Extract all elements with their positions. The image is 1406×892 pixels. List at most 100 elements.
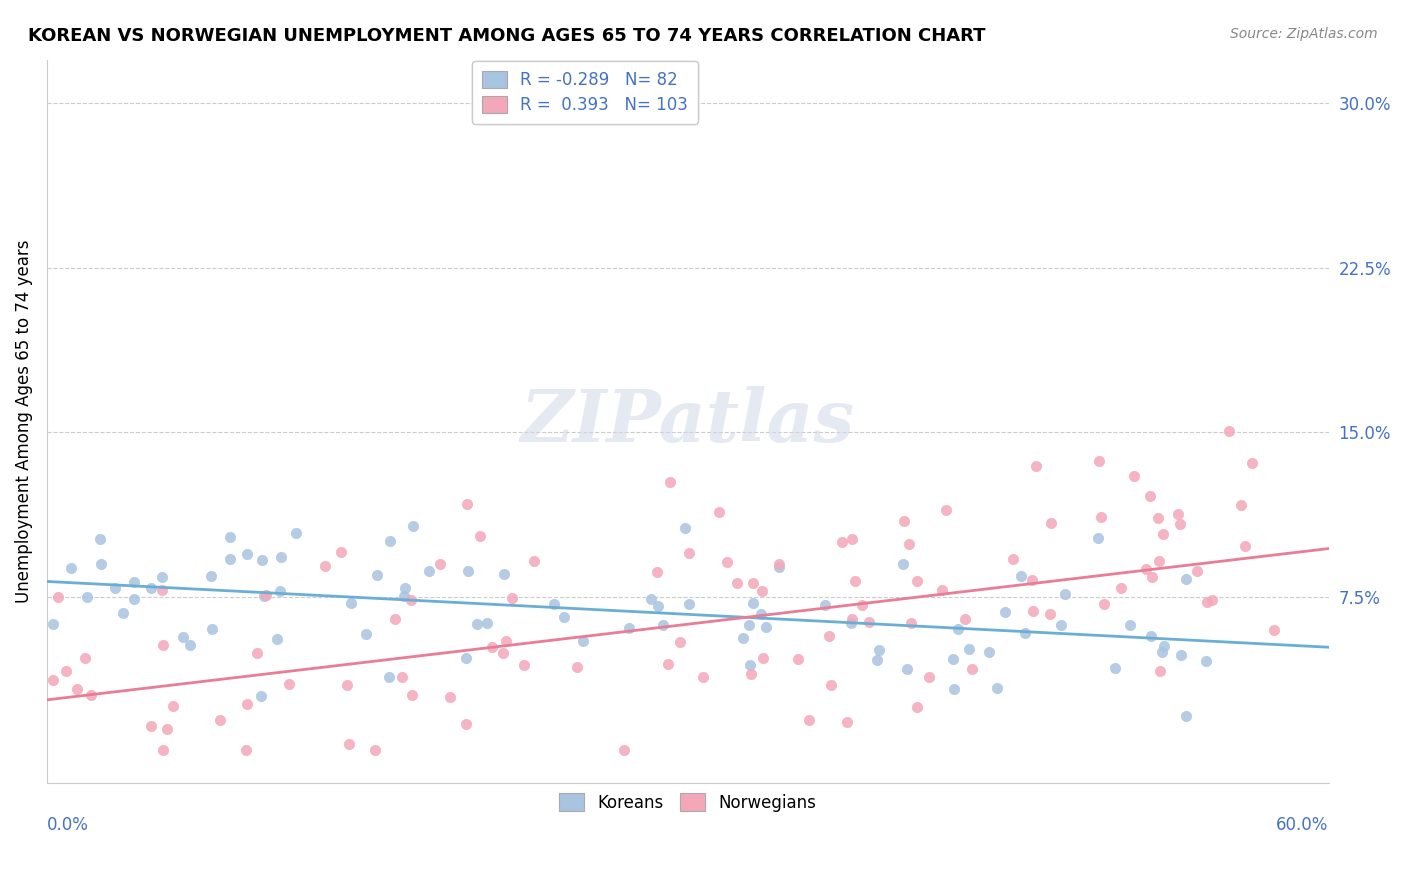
Point (844, 574, 866, 589)
Point (818, 629, 841, 643)
Point (201, 622, 224, 636)
Point (768, 557, 790, 571)
Point (1050, 617, 1073, 632)
Point (820, 678, 842, 692)
Point (1022, 604, 1045, 618)
Point (1002, 551, 1025, 566)
Point (335, 678, 357, 692)
Point (647, 599, 669, 613)
Point (513, 658, 536, 673)
Point (236, 547, 259, 561)
Point (678, 546, 700, 560)
Point (384, 612, 406, 626)
Point (1090, 510, 1112, 524)
Point (1147, 510, 1170, 524)
Point (640, 592, 662, 607)
Point (1021, 573, 1043, 587)
Point (953, 611, 976, 625)
Point (943, 682, 966, 697)
Point (979, 645, 1001, 659)
Point (797, 713, 820, 727)
Point (60, 561, 83, 575)
Point (1152, 527, 1174, 541)
Point (162, 698, 184, 713)
Point (740, 667, 762, 681)
Point (172, 630, 194, 644)
Point (742, 596, 765, 610)
Point (439, 690, 461, 705)
Point (1135, 562, 1157, 576)
Point (1039, 607, 1062, 621)
Point (658, 475, 681, 490)
Point (994, 605, 1017, 619)
Point (814, 599, 837, 613)
Point (957, 641, 980, 656)
Point (960, 662, 983, 676)
Point (866, 653, 889, 667)
Point (1139, 629, 1161, 643)
Point (1109, 581, 1132, 595)
Point (751, 583, 773, 598)
Point (543, 597, 565, 611)
Point (399, 592, 422, 607)
Y-axis label: Unemployment Among Ages 65 to 74 years: Unemployment Among Ages 65 to 74 years (15, 240, 32, 603)
Point (617, 621, 640, 635)
Point (150, 570, 173, 584)
Point (946, 622, 969, 636)
Point (738, 618, 761, 632)
Point (935, 503, 957, 517)
Point (150, 583, 173, 598)
Point (841, 533, 863, 547)
Text: Source: ZipAtlas.com: Source: ZipAtlas.com (1230, 27, 1378, 41)
Point (329, 545, 352, 559)
Point (76, 590, 98, 604)
Point (898, 537, 921, 551)
Point (491, 646, 513, 660)
Point (277, 677, 299, 691)
Point (73, 650, 96, 665)
Point (841, 612, 863, 626)
Point (124, 574, 146, 589)
Point (454, 651, 477, 665)
Point (1123, 469, 1146, 483)
Point (1088, 454, 1111, 468)
Point (104, 581, 127, 595)
Point (340, 596, 363, 610)
Point (156, 723, 179, 737)
Point (893, 514, 915, 528)
Point (468, 528, 491, 542)
Point (337, 737, 360, 751)
Point (42, 673, 65, 687)
Point (179, 638, 201, 652)
Point (725, 575, 748, 590)
Point (896, 662, 918, 676)
Point (1092, 597, 1115, 611)
Point (742, 575, 765, 590)
Point (831, 534, 853, 549)
Point (1170, 516, 1192, 531)
Point (900, 615, 922, 630)
Point (90, 557, 112, 571)
Point (285, 525, 308, 540)
Point (1175, 708, 1198, 723)
Point (366, 568, 388, 582)
Point (835, 714, 858, 729)
Point (66, 681, 89, 696)
Point (1010, 569, 1032, 583)
Point (839, 615, 862, 630)
Point (219, 530, 242, 544)
Point (1087, 531, 1109, 545)
Point (1149, 664, 1171, 678)
Point (905, 574, 928, 588)
Point (893, 558, 915, 572)
Point (1014, 626, 1036, 640)
Point (481, 640, 503, 654)
Point (1147, 554, 1170, 568)
Point (1185, 564, 1208, 578)
Point (1201, 593, 1223, 607)
Point (1218, 424, 1240, 438)
Legend: R = -0.289   N= 82, R =  0.393   N= 103: R = -0.289 N= 82, R = 0.393 N= 103 (472, 61, 699, 124)
Point (1104, 661, 1126, 675)
Point (1053, 587, 1076, 601)
Point (942, 652, 965, 666)
